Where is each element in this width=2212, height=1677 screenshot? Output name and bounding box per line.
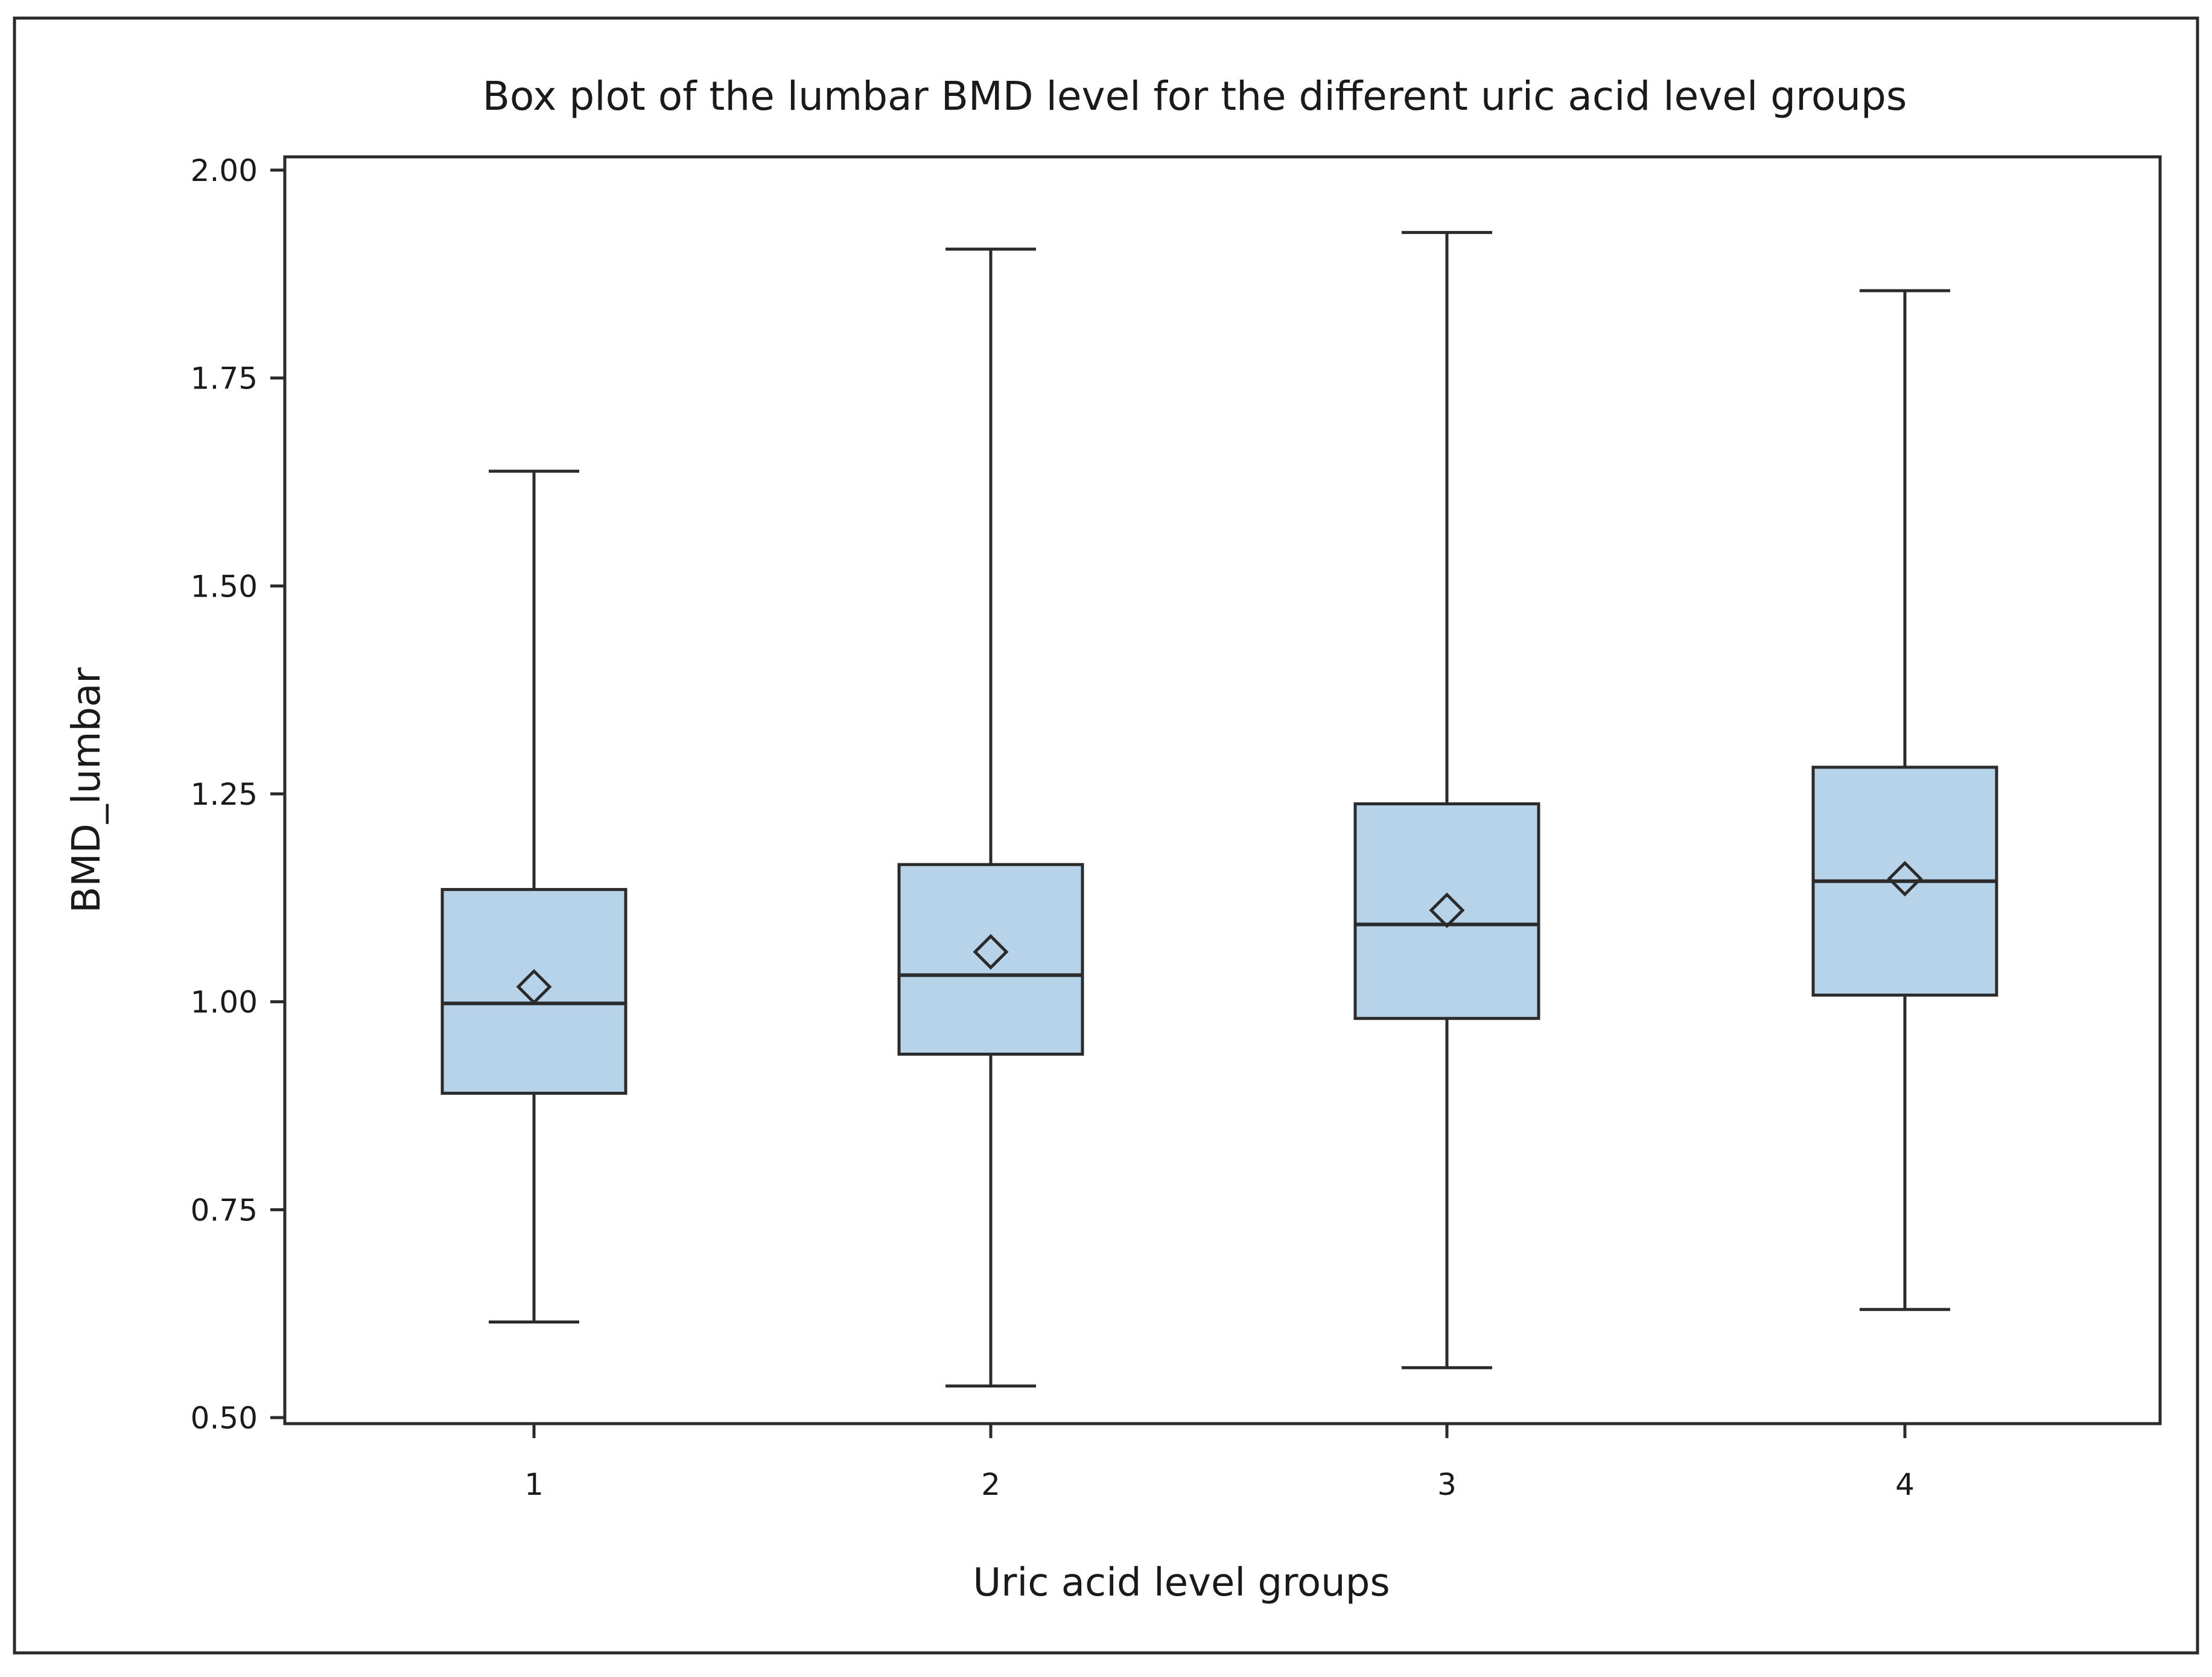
- y-tick-label: 2.00: [191, 153, 258, 188]
- x-axis: 1 2 3 4: [524, 1424, 1915, 1502]
- y-tick-label: 1.75: [191, 361, 258, 396]
- iqr-box: [897, 863, 1084, 1056]
- y-tick-label: 1.00: [191, 985, 258, 1020]
- mean-marker: [973, 934, 1009, 970]
- plot-frame: [283, 155, 2162, 1425]
- y-tick-label: 1.50: [191, 569, 258, 604]
- y-axis: 0.50 0.75 1.00 1.25 1.50 1.75 2.00: [191, 153, 285, 1436]
- box-group-2: [897, 247, 1084, 1388]
- mean-marker: [516, 969, 552, 1005]
- mean-marker: [1429, 892, 1465, 928]
- x-tick-label: 2: [981, 1467, 1000, 1502]
- x-axis-label: Uric acid level groups: [973, 1561, 1390, 1605]
- boxes-layer: [440, 230, 1998, 1388]
- y-axis-label: BMD_lumbar: [65, 667, 109, 913]
- iqr-box: [1353, 802, 1540, 1020]
- box-group-1: [440, 469, 628, 1324]
- x-tick-label: 3: [1437, 1467, 1457, 1502]
- mean-marker: [1887, 861, 1923, 897]
- iqr-box: [440, 888, 628, 1095]
- x-tick-label: 1: [524, 1467, 544, 1502]
- chart-title: Box plot of the lumbar BMD level for the…: [483, 73, 1907, 119]
- y-tick-label: 0.75: [191, 1193, 258, 1228]
- y-tick-label: 0.50: [191, 1401, 258, 1436]
- box-group-3: [1353, 230, 1540, 1369]
- box-group-4: [1811, 289, 1998, 1311]
- y-tick-label: 1.25: [191, 777, 258, 812]
- x-tick-label: 4: [1895, 1467, 1915, 1502]
